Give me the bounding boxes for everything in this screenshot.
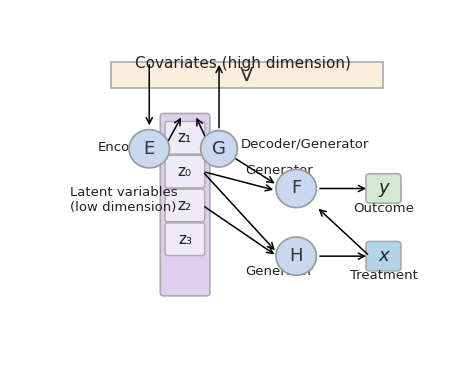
FancyBboxPatch shape xyxy=(165,223,205,256)
Ellipse shape xyxy=(276,237,316,275)
Text: z₂: z₂ xyxy=(178,198,192,213)
FancyBboxPatch shape xyxy=(165,189,205,222)
Text: Outcome: Outcome xyxy=(353,202,414,215)
Text: Encoder: Encoder xyxy=(98,141,152,154)
FancyBboxPatch shape xyxy=(165,155,205,188)
Text: Treatment: Treatment xyxy=(350,269,418,282)
FancyBboxPatch shape xyxy=(366,174,401,203)
Text: x: x xyxy=(378,247,389,265)
FancyBboxPatch shape xyxy=(366,241,401,271)
Text: z₃: z₃ xyxy=(178,232,192,247)
Ellipse shape xyxy=(276,169,316,207)
Text: Covariates (high dimension): Covariates (high dimension) xyxy=(135,56,351,71)
Text: F: F xyxy=(291,180,301,197)
Text: G: G xyxy=(212,140,226,158)
Text: y: y xyxy=(378,180,389,197)
Text: z₀: z₀ xyxy=(178,164,192,179)
Text: Latent variables
(low dimension): Latent variables (low dimension) xyxy=(70,186,178,214)
Text: H: H xyxy=(290,247,303,265)
Text: E: E xyxy=(144,140,155,158)
FancyBboxPatch shape xyxy=(165,121,205,154)
Text: Decoder/Generator: Decoder/Generator xyxy=(241,138,369,151)
Text: z₁: z₁ xyxy=(178,130,192,145)
Text: Generator: Generator xyxy=(245,164,312,177)
FancyBboxPatch shape xyxy=(110,62,383,89)
Ellipse shape xyxy=(129,129,170,168)
Text: V: V xyxy=(240,66,253,85)
Ellipse shape xyxy=(201,131,237,167)
FancyBboxPatch shape xyxy=(160,113,210,296)
Text: Generator: Generator xyxy=(245,265,312,278)
